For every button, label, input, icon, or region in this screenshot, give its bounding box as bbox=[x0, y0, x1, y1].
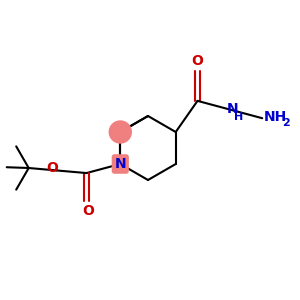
Text: 2: 2 bbox=[282, 118, 290, 128]
Text: O: O bbox=[82, 204, 94, 218]
Text: N: N bbox=[226, 102, 238, 116]
Text: O: O bbox=[192, 54, 203, 68]
Text: H: H bbox=[234, 112, 243, 122]
Text: N: N bbox=[115, 157, 126, 171]
Text: O: O bbox=[47, 161, 58, 176]
Text: NH: NH bbox=[264, 110, 287, 124]
Circle shape bbox=[109, 121, 131, 143]
